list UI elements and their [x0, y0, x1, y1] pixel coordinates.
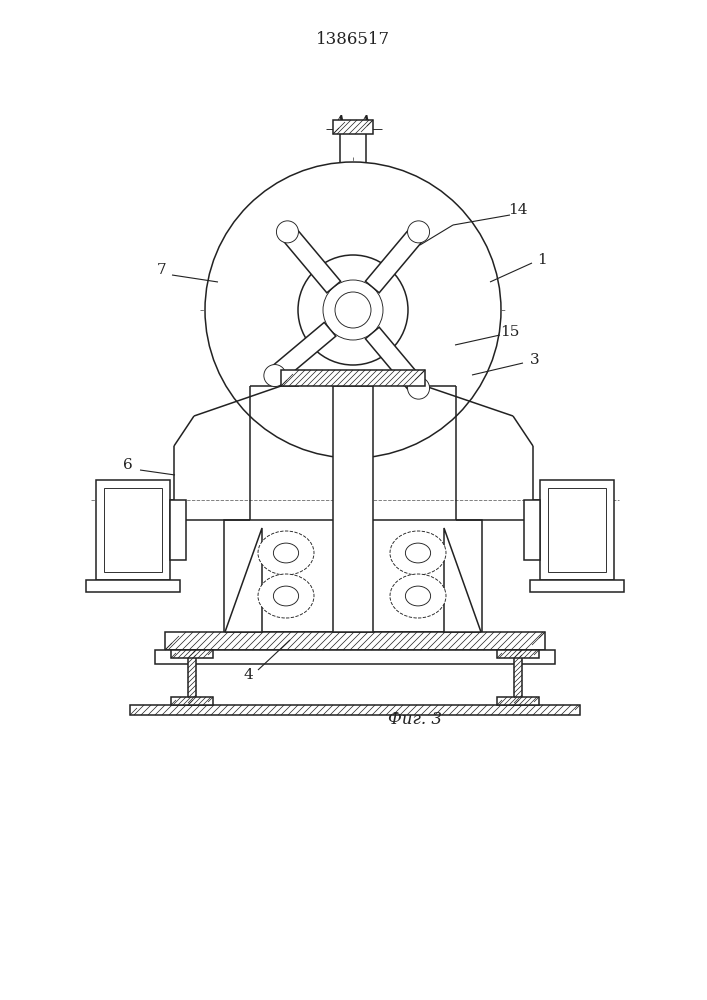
Text: 15: 15 — [501, 325, 520, 339]
Text: A - A: A - A — [334, 115, 371, 129]
Text: 4: 4 — [243, 668, 253, 682]
Polygon shape — [225, 528, 262, 632]
Circle shape — [335, 292, 371, 328]
Circle shape — [205, 162, 501, 458]
Ellipse shape — [274, 586, 298, 606]
Bar — [104, 488, 162, 572]
Bar — [540, 480, 614, 580]
Bar — [524, 500, 540, 560]
Bar — [170, 500, 186, 560]
Polygon shape — [269, 322, 336, 382]
Bar — [514, 650, 522, 705]
Circle shape — [407, 221, 430, 243]
Text: 3: 3 — [530, 353, 540, 367]
Bar — [548, 488, 606, 572]
Ellipse shape — [405, 586, 431, 606]
Bar — [171, 697, 213, 705]
Ellipse shape — [258, 531, 314, 575]
Ellipse shape — [274, 543, 298, 563]
Text: 1: 1 — [537, 253, 547, 267]
Ellipse shape — [258, 574, 314, 618]
Bar — [86, 580, 180, 592]
Bar — [530, 580, 624, 592]
Bar — [171, 650, 213, 658]
Polygon shape — [366, 226, 426, 293]
Bar — [188, 650, 196, 705]
Circle shape — [298, 255, 408, 365]
Polygon shape — [281, 226, 341, 293]
Ellipse shape — [405, 543, 431, 563]
Circle shape — [407, 377, 430, 399]
Text: 6: 6 — [123, 458, 133, 472]
Text: 1386517: 1386517 — [316, 31, 390, 48]
Circle shape — [276, 221, 298, 243]
Bar — [130, 705, 580, 715]
Ellipse shape — [390, 574, 446, 618]
Text: Фиг. 3: Фиг. 3 — [388, 712, 442, 728]
Bar — [96, 480, 170, 580]
Text: 14: 14 — [508, 203, 527, 217]
Bar — [165, 632, 545, 650]
Ellipse shape — [390, 531, 446, 575]
Bar — [155, 650, 555, 664]
Bar — [333, 386, 373, 632]
Bar — [281, 370, 425, 386]
Text: 7: 7 — [157, 263, 167, 277]
Polygon shape — [366, 327, 426, 394]
Circle shape — [323, 280, 383, 340]
Polygon shape — [444, 528, 481, 632]
Circle shape — [264, 365, 286, 387]
Bar — [497, 697, 539, 705]
Bar — [224, 520, 482, 632]
Bar — [497, 650, 539, 658]
Bar — [333, 120, 373, 134]
